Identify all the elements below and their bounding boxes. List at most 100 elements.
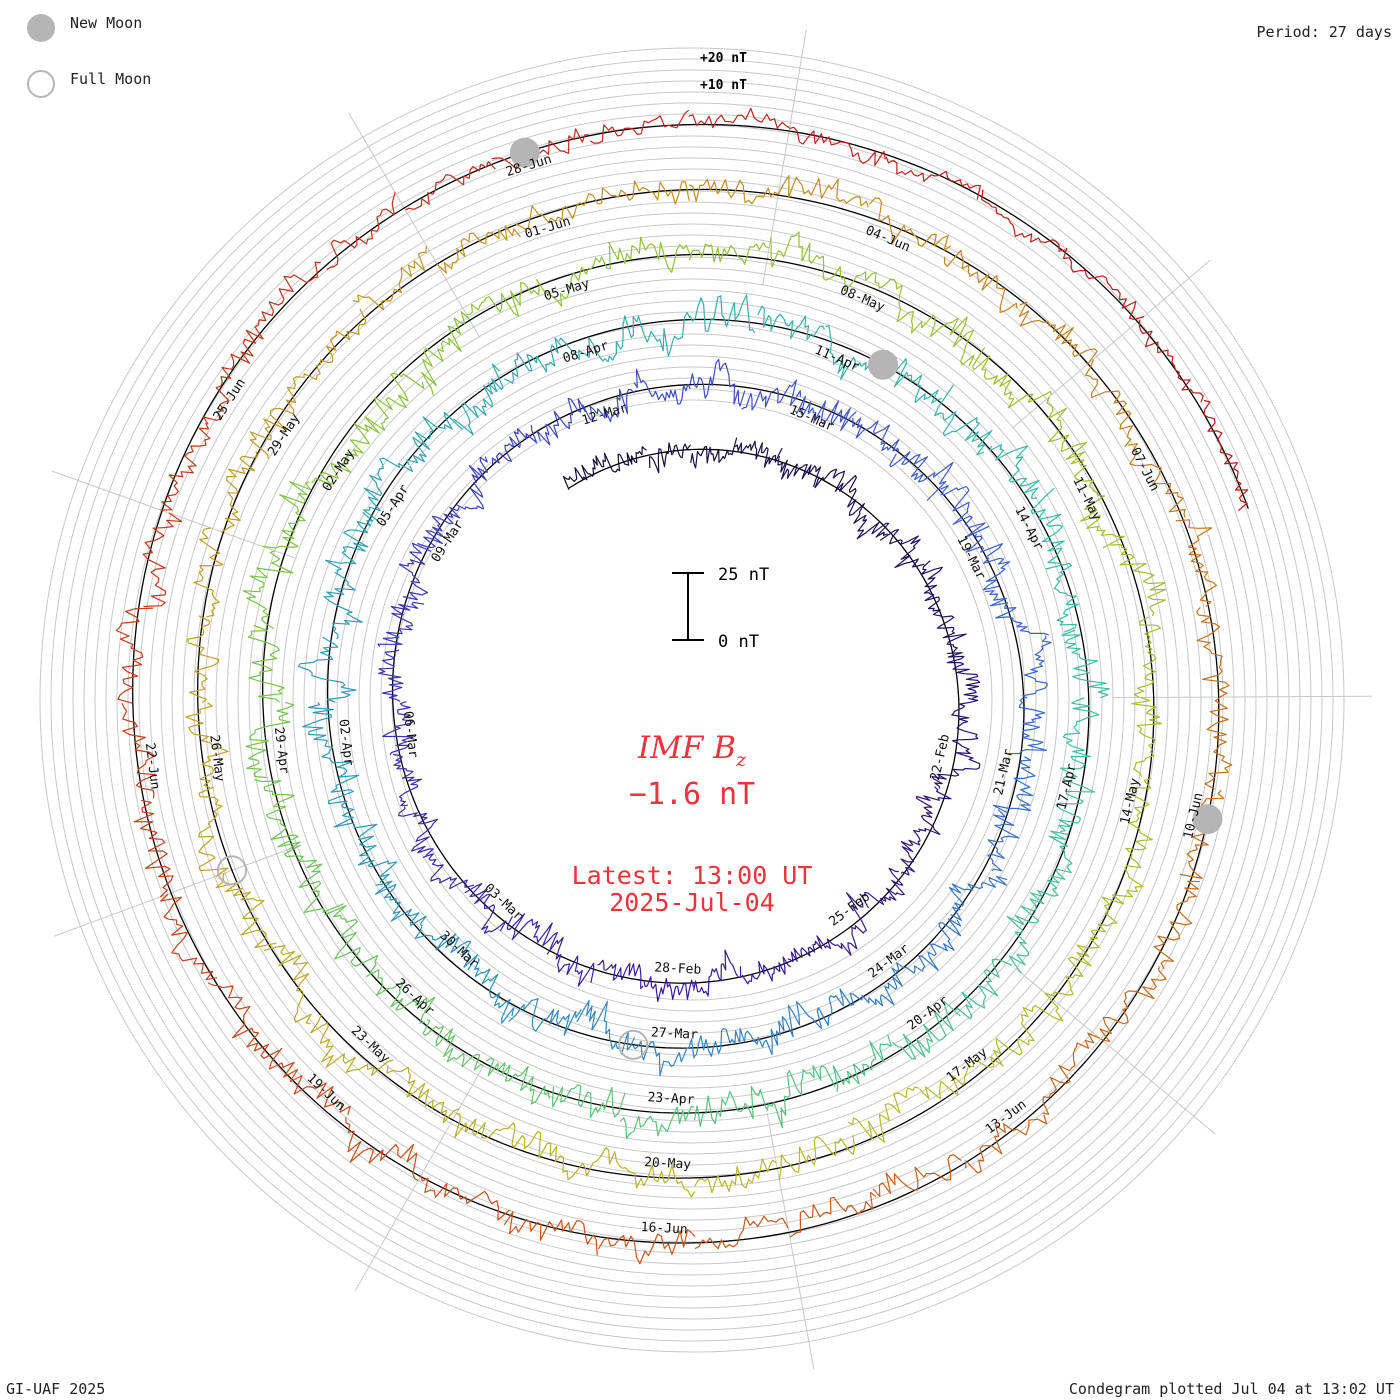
- series-line-segment: [1045, 562, 1079, 633]
- date-label: 20-Apr: [905, 993, 952, 1033]
- latest-date: 2025-Jul-04: [609, 888, 775, 917]
- series-line-segment: [207, 982, 280, 1059]
- grid-spoke: [1011, 259, 1211, 429]
- series-line-segment: [491, 128, 590, 170]
- series-line-segment: [323, 571, 364, 640]
- series-line-segment: [632, 1038, 695, 1077]
- series-line-segment: [787, 935, 836, 963]
- series-line-segment: [777, 455, 822, 487]
- scale-bar-top-label: 25 nT: [718, 565, 769, 585]
- data-series-2: [297, 358, 1052, 1077]
- chart-title-sub: z: [735, 749, 747, 771]
- date-label: 20-May: [644, 1155, 692, 1172]
- series-line-segment: [688, 178, 779, 205]
- series-line-segment: [327, 761, 360, 828]
- date-label: 07-Jun: [1127, 445, 1162, 494]
- date-label: 14-May: [1118, 777, 1143, 826]
- series-line-segment: [352, 245, 427, 311]
- spiral-baseline-path: [132, 123, 1249, 1244]
- series-line-segment: [546, 936, 595, 987]
- series-line-segment: [414, 929, 479, 971]
- series-line-segment: [221, 451, 258, 533]
- series-line-segment: [453, 363, 504, 436]
- date-label: 08-Apr: [561, 338, 610, 366]
- series-line-segment: [1125, 777, 1153, 858]
- grid-ring: [380, 388, 1004, 1012]
- full-moon-icon: [618, 1029, 649, 1060]
- grid-ring: [61, 69, 1323, 1331]
- series-line-segment: [972, 346, 1053, 409]
- grid-ring: [160, 168, 1224, 1232]
- series-line-segment: [1007, 697, 1048, 755]
- grid-ring: [325, 333, 1059, 1067]
- series-line-segment: [506, 913, 558, 950]
- series-line-segment: [464, 882, 507, 934]
- series-line-segment: [503, 1211, 598, 1256]
- date-label: 16-Jun: [640, 1220, 688, 1237]
- date-label: 27-Mar: [651, 1025, 699, 1042]
- date-label: 15-Mar: [787, 403, 836, 435]
- series-line-segment: [262, 481, 311, 549]
- series-line-segment: [808, 988, 870, 1029]
- new-moon-icon: [868, 349, 899, 380]
- series-line-segment: [789, 1191, 877, 1238]
- date-label: 19-Mar: [953, 534, 988, 583]
- series-line-segment: [417, 506, 461, 549]
- series-line-segment: [185, 702, 229, 789]
- series-line-segment: [245, 701, 295, 779]
- ring-scale-labels: +20 nT +10 nT: [700, 51, 747, 93]
- scale-bar: [672, 572, 704, 641]
- date-label: 23-Apr: [647, 1090, 695, 1107]
- series-line-segment: [247, 624, 285, 703]
- series-line-segment: [562, 455, 605, 491]
- series-line-segment: [915, 786, 952, 836]
- series-line-segment: [303, 308, 367, 381]
- series-line-segment: [474, 957, 515, 1024]
- full-moon-icon: [216, 855, 247, 886]
- series-line-segment: [558, 321, 624, 363]
- series-line-segment: [934, 384, 993, 456]
- series-line-segment: [1055, 766, 1095, 833]
- series-line-segment: [643, 976, 695, 1002]
- series-line-segment: [885, 156, 981, 200]
- period-label: Period: 27 days: [1256, 23, 1392, 41]
- series-line-segment: [1096, 856, 1144, 933]
- series-line-segment: [1175, 519, 1218, 607]
- series-line-segment: [1179, 789, 1225, 879]
- series-line-segment: [160, 422, 211, 511]
- series-line-segment: [946, 652, 981, 699]
- date-label: 24-Mar: [866, 941, 913, 981]
- data-series-1: [377, 424, 981, 1002]
- series-line-segment: [456, 456, 489, 510]
- series-line-segment: [868, 962, 922, 1007]
- series-line-segment: [263, 945, 312, 1025]
- series-line-segment: [1196, 607, 1230, 698]
- series-line-segment: [589, 109, 690, 144]
- grid-ring: [193, 201, 1191, 1199]
- series-line-segment: [215, 873, 277, 949]
- series-line-segment: [325, 511, 374, 574]
- series-line-segment: [302, 701, 353, 764]
- series-line-segment: [1153, 880, 1200, 970]
- series-line-segment: [919, 1056, 1002, 1100]
- series-line-segment: [1030, 487, 1065, 564]
- series-line-segment: [1133, 616, 1162, 699]
- ring-scale-label-20: +20 nT: [700, 51, 747, 66]
- grid-ring: [215, 223, 1169, 1177]
- current-value: −1.6 nT: [629, 777, 755, 812]
- series-line-segment: [283, 844, 344, 914]
- series-line-segment: [891, 1000, 961, 1060]
- series-line-segment: [310, 1014, 394, 1076]
- grid-ring: [292, 300, 1092, 1100]
- series-line-segment: [311, 423, 370, 486]
- full-moon-key-icon: [27, 70, 55, 98]
- date-label: 13-Jun: [983, 1097, 1030, 1137]
- chart-title: IMF Bz: [637, 730, 747, 771]
- series-line-segment: [1127, 443, 1186, 518]
- series-line-segment: [843, 271, 914, 323]
- series-line-segment: [420, 1175, 510, 1221]
- full-moon-legend-label: Full Moon: [70, 70, 152, 88]
- series-line-segment: [648, 442, 692, 474]
- data-series-5: [115, 175, 1233, 1265]
